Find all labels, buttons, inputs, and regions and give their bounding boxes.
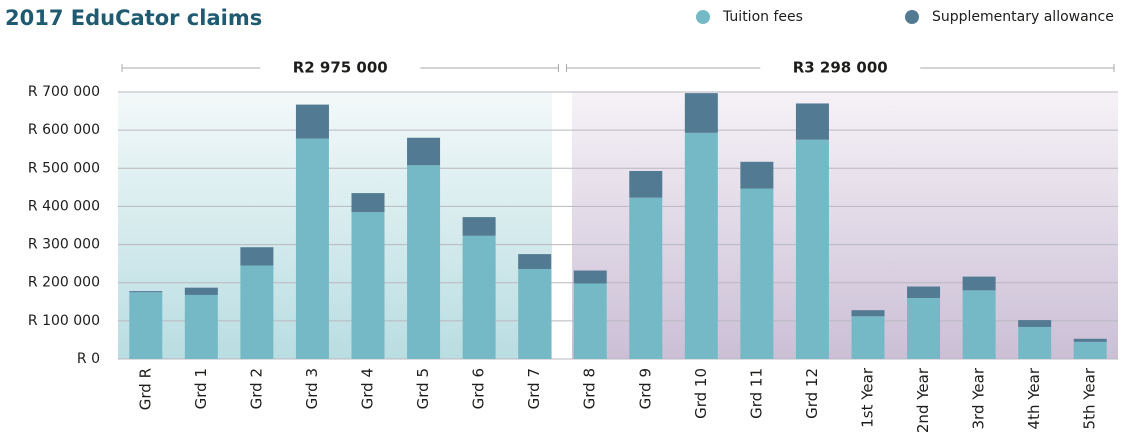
x-tick-label: Grd 3	[303, 368, 321, 409]
x-tick-label: Grd R	[136, 368, 154, 410]
bar-segment	[1073, 338, 1107, 342]
bar-segment	[518, 254, 552, 269]
bar-segment	[573, 270, 607, 284]
y-tick-label: R 100 000	[28, 313, 100, 329]
x-tick-label: Grd 10	[692, 368, 710, 419]
legend-label: Supplementary allowance	[932, 9, 1114, 25]
x-tick-label: 3rd Year	[970, 367, 988, 429]
bar-segment	[1073, 341, 1107, 359]
bar-segment	[351, 193, 385, 213]
bar-segment	[462, 235, 496, 359]
bar-segment	[740, 161, 774, 189]
bar-segment	[240, 265, 274, 359]
y-tick-label: R 300 000	[28, 237, 100, 253]
x-tick-label: Grd 5	[414, 368, 432, 409]
x-tick-label: 4th Year	[1025, 367, 1043, 429]
group-total: R3 298 000	[793, 59, 888, 77]
bar-segment	[1018, 320, 1052, 327]
bar-segment	[407, 137, 441, 166]
x-tick-label: 1st Year	[859, 367, 877, 428]
bar-segment	[629, 197, 663, 359]
y-tick-label: R 400 000	[28, 198, 100, 214]
x-tick-label: Grd 11	[747, 368, 765, 419]
bar-segment	[295, 138, 329, 359]
bar-segment	[184, 294, 218, 359]
bar-segment	[129, 291, 163, 293]
x-tick-label: 2nd Year	[914, 367, 932, 433]
bar-segment	[351, 212, 385, 359]
chart-title: 2017 EduCator claims	[5, 6, 262, 30]
bar-segment	[129, 292, 163, 359]
y-tick-label: R 600 000	[28, 122, 100, 138]
x-tick-label: Grd 7	[525, 368, 543, 409]
legend-label: Tuition fees	[722, 9, 803, 25]
bar-segment	[240, 247, 274, 266]
bar-segment	[962, 276, 996, 291]
y-tick-label: R 500 000	[28, 160, 100, 176]
bar-segment	[573, 283, 607, 359]
bar-segment	[684, 93, 718, 133]
x-tick-label: Grd 8	[581, 368, 599, 409]
bar-segment	[629, 170, 663, 198]
group-total: R2 975 000	[293, 59, 388, 77]
x-tick-label: Grd 6	[470, 368, 488, 409]
y-tick-label: R 0	[77, 351, 100, 367]
y-tick-label: R 200 000	[28, 275, 100, 291]
bar-segment	[407, 165, 441, 359]
bar-segment	[907, 297, 941, 359]
bar-segment	[1018, 326, 1052, 359]
bar-segment	[962, 290, 996, 359]
bar-segment	[851, 316, 885, 359]
x-tick-label: Grd 2	[247, 368, 265, 409]
legend-swatch	[696, 10, 710, 24]
bar-segment	[684, 132, 718, 359]
y-tick-label: R 700 000	[28, 84, 100, 100]
x-tick-label: Grd 1	[192, 368, 210, 409]
x-tick-label: 5th Year	[1081, 367, 1099, 429]
bar-segment	[795, 103, 829, 140]
bar-segment	[518, 268, 552, 359]
bar-segment	[851, 310, 885, 317]
bar-segment	[295, 104, 329, 139]
x-tick-label: Grd 9	[636, 368, 654, 409]
bar-segment	[907, 286, 941, 298]
legend-swatch	[905, 10, 919, 24]
bar-segment	[795, 139, 829, 359]
bar-segment	[184, 287, 218, 295]
x-tick-label: Grd 12	[803, 368, 821, 419]
panel-right	[572, 92, 1118, 359]
x-tick-label: Grd 4	[359, 368, 377, 409]
bar-segment	[462, 217, 496, 236]
bar-segment	[740, 188, 774, 359]
